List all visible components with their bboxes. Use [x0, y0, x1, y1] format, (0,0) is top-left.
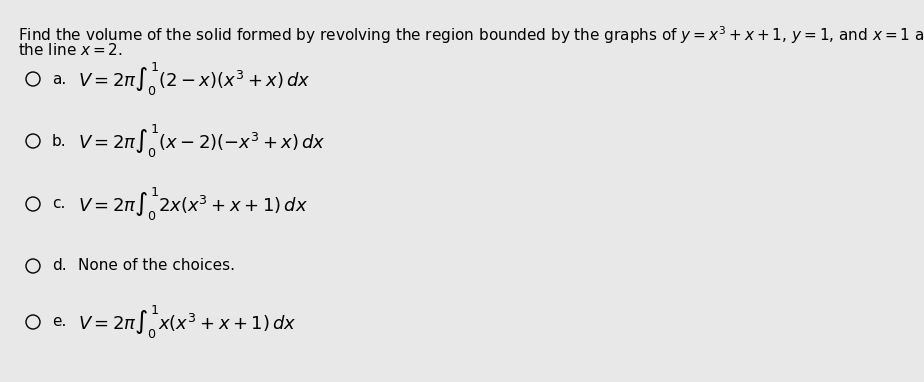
Text: b.: b.	[52, 133, 67, 149]
Text: the line $x = 2$.: the line $x = 2$.	[18, 42, 123, 58]
Text: a.: a.	[52, 71, 67, 86]
Text: d.: d.	[52, 259, 67, 274]
Text: c.: c.	[52, 196, 66, 212]
Text: e.: e.	[52, 314, 67, 330]
Text: $V = 2\pi \int_0^1 (x - 2)(-x^3 + x)\, dx$: $V = 2\pi \int_0^1 (x - 2)(-x^3 + x)\, d…	[78, 123, 325, 160]
Text: None of the choices.: None of the choices.	[78, 259, 235, 274]
Text: $V = 2\pi \int_0^1 2x(x^3 + x + 1)\, dx$: $V = 2\pi \int_0^1 2x(x^3 + x + 1)\, dx$	[78, 185, 308, 223]
Text: Find the volume of the solid formed by revolving the region bounded by the graph: Find the volume of the solid formed by r…	[18, 24, 924, 46]
Text: $V = 2\pi \int_0^1 (2 - x)(x^3 + x)\, dx$: $V = 2\pi \int_0^1 (2 - x)(x^3 + x)\, dx…	[78, 60, 310, 97]
Text: $V = 2\pi \int_0^1 x(x^3 + x + 1)\, dx$: $V = 2\pi \int_0^1 x(x^3 + x + 1)\, dx$	[78, 303, 297, 340]
